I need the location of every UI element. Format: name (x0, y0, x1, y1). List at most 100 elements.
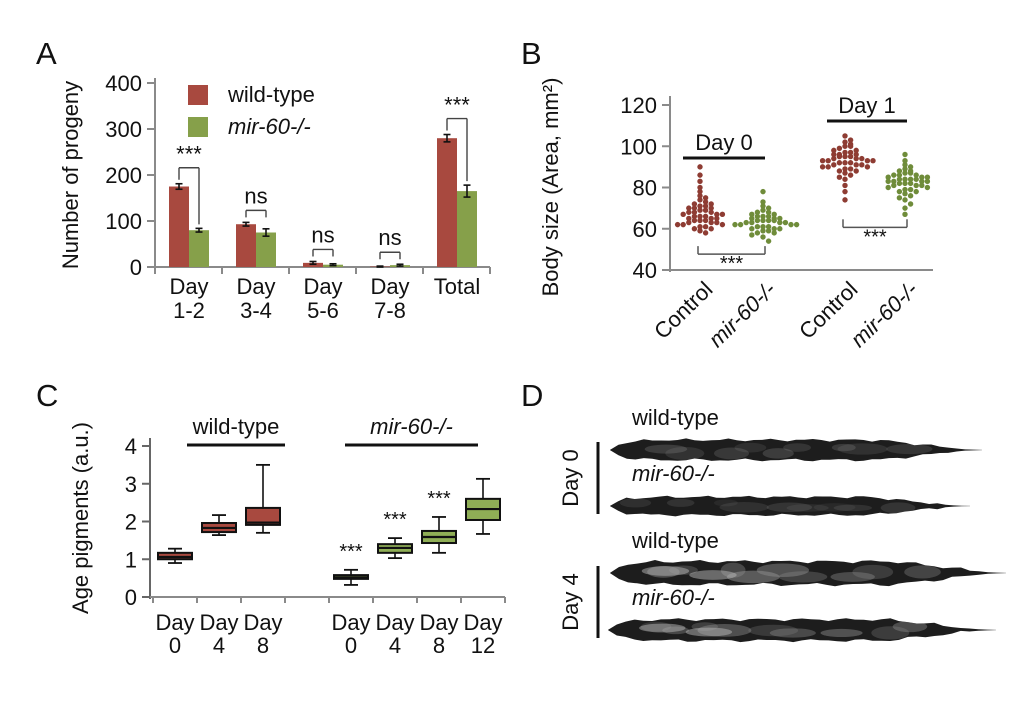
x-tick-label: 7-8 (374, 298, 406, 323)
sig-label: *** (339, 541, 363, 563)
data-point (853, 147, 859, 154)
worm-label: mir-60-/- (632, 461, 715, 486)
data-point (702, 223, 709, 230)
worm-mottle (778, 571, 828, 583)
x-tick-label: 0 (169, 633, 181, 658)
sig-label: *** (427, 488, 451, 510)
worm-texture (644, 442, 933, 460)
data-point (896, 180, 903, 187)
worm-mottle (886, 443, 933, 455)
x-tick-label: 1-2 (173, 298, 205, 323)
worm-mottle (852, 564, 894, 580)
x-tick-label: Day (370, 274, 409, 299)
x-tick-label: Day (243, 610, 282, 635)
group-header: wild-type (192, 414, 280, 439)
worm-mottle (665, 446, 705, 460)
data-point (691, 217, 698, 224)
data-point (842, 160, 848, 166)
panel-a-label: A (36, 36, 57, 71)
data-point (907, 201, 914, 207)
sig-label: *** (863, 226, 887, 248)
data-point (754, 217, 761, 224)
x-tick-label: Day (169, 274, 208, 299)
bar-mir-60 (256, 232, 276, 267)
data-point (697, 203, 703, 209)
x-tick-label: 8 (433, 633, 445, 658)
data-point (924, 184, 931, 191)
data-point (691, 213, 698, 220)
data-point (842, 143, 848, 149)
data-point (853, 162, 859, 168)
data-point (859, 155, 865, 162)
data-point (853, 168, 859, 174)
y-tick-label: 100 (105, 209, 142, 234)
panel-d-label: D (521, 378, 544, 413)
worm-mottle (769, 628, 816, 638)
data-point (870, 157, 876, 164)
x-tick-label: 12 (471, 633, 495, 658)
data-point (697, 188, 703, 195)
data-point (708, 226, 714, 232)
group-header: Day 0 (695, 130, 752, 155)
worm-mottle (833, 504, 873, 512)
data-point (831, 155, 837, 162)
worm-mottle (762, 448, 794, 459)
data-point (896, 188, 903, 195)
legend-swatch-mir-60 (188, 117, 208, 137)
worm-mottle (666, 498, 695, 507)
legend-label-mir-60: mir-60-/- (228, 114, 311, 139)
worm-mottle (619, 498, 652, 508)
x-tick-label: Day (463, 610, 502, 635)
data-point (719, 221, 726, 228)
data-point (760, 217, 766, 224)
data-point (842, 133, 848, 139)
worm-mottle (786, 504, 829, 512)
worm-mottle (713, 447, 750, 460)
data-point (771, 211, 777, 218)
data-point (777, 215, 783, 222)
data-point (819, 164, 826, 170)
data-point (765, 238, 772, 244)
data-point (853, 155, 859, 162)
data-point (913, 176, 919, 182)
worm-mottle (820, 628, 863, 638)
panel-d-worm-images: wild-type mir-60-/- wild-type mir-60-/- Day … (558, 405, 1006, 643)
data-point (765, 209, 772, 215)
data-point (902, 180, 908, 187)
sig-label: *** (176, 142, 202, 167)
data-point (686, 219, 692, 226)
sig-label: *** (720, 253, 744, 275)
data-point (902, 162, 908, 168)
data-point (919, 182, 925, 189)
data-point (714, 215, 720, 222)
data-point (902, 176, 908, 182)
y-tick-label: 40 (633, 258, 657, 283)
data-point (825, 164, 831, 170)
data-point (842, 176, 848, 182)
data-point (708, 219, 714, 226)
data-point (924, 174, 931, 180)
data-point (836, 168, 843, 174)
y-tick-label: 120 (620, 93, 657, 118)
data-point (719, 211, 726, 218)
data-point (847, 143, 854, 149)
data-point (760, 213, 766, 220)
data-point (831, 147, 837, 154)
data-point (891, 182, 897, 189)
data-point (765, 205, 772, 211)
bar-wild-type (437, 138, 457, 267)
x-tick-label: Day (155, 610, 194, 635)
worm-texture (619, 498, 916, 514)
data-point (697, 228, 703, 234)
data-point (913, 188, 919, 195)
sig-label: *** (444, 93, 470, 118)
data-point (686, 205, 692, 211)
x-tick-label: 4 (213, 633, 225, 658)
data-point (896, 195, 903, 201)
worm-mottle (871, 626, 910, 640)
x-tick-label: mir-60-/- (704, 277, 781, 352)
panel-b-label: B (521, 36, 542, 71)
data-point (819, 157, 826, 164)
